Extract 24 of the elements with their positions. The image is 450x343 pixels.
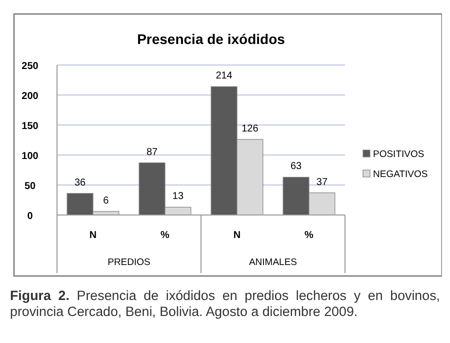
x-tick-label: % <box>160 230 170 241</box>
data-label: 37 <box>316 176 328 188</box>
data-label: 87 <box>146 146 158 158</box>
y-tick-label: 100 <box>22 151 39 162</box>
data-label: 36 <box>74 177 86 188</box>
text: PREDIOS <box>108 257 150 268</box>
text: ANIMALES <box>248 257 298 268</box>
x-tick-label: N <box>233 230 241 241</box>
y-tick-label: 250 <box>22 61 39 72</box>
x-tick-label: N <box>89 230 97 241</box>
data-label: 214 <box>216 70 233 82</box>
legend-label: NEGATIVOS <box>373 169 428 180</box>
y-tick-label: 200 <box>22 91 39 102</box>
legend-label: POSITIVOS <box>373 149 424 160</box>
x-tick-label: % <box>304 230 314 241</box>
data-label: 13 <box>172 191 184 202</box>
data-label: 6 <box>103 195 110 206</box>
text: Figura 2. Presencia de ixódidos en predios lecheros y en bovinos, provincia Cercado, Beni, Bolivia. Agosto a diciembre 2009. <box>9 288 441 320</box>
data-label: 63 <box>290 161 302 172</box>
y-tick-label: 0 <box>27 211 34 222</box>
chart-title: Presencia de ixódidos <box>137 31 286 47</box>
data-label: 126 <box>242 123 259 134</box>
y-tick-label: 50 <box>24 181 36 192</box>
y-tick-label: 150 <box>22 121 39 132</box>
